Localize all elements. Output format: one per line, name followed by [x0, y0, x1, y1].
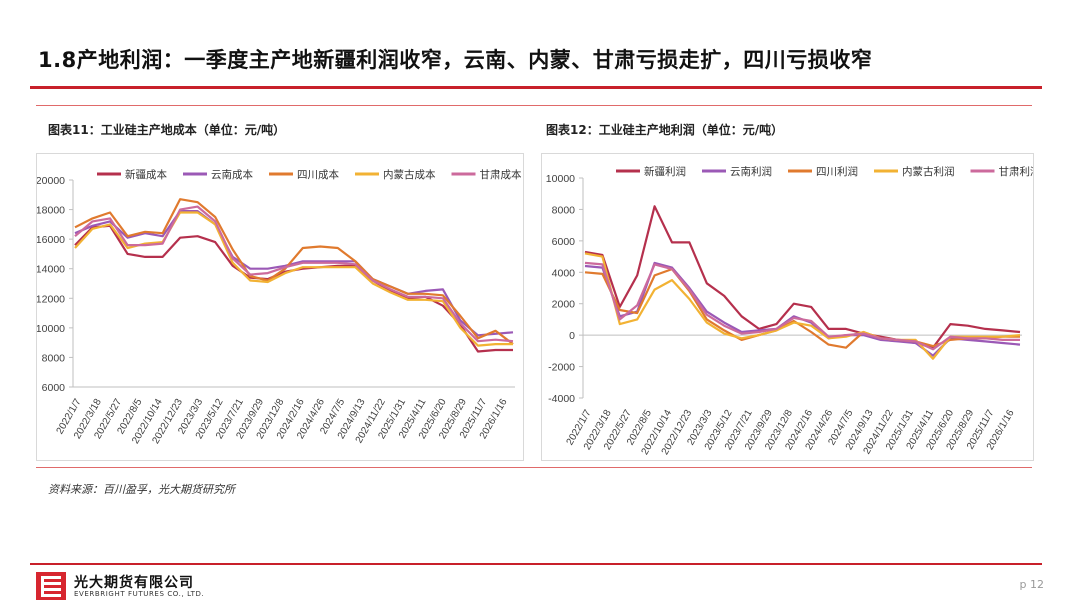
cost-chart-frame: 6000 8000 10000 12000 14000 16000 18000 20000 20… — [36, 153, 524, 461]
legend-label: 内蒙古成本 — [383, 168, 436, 181]
legend-label: 新疆利润 — [644, 165, 686, 178]
page-number: p 12 — [1019, 578, 1044, 591]
chart-caption-left: 图表11：工业硅主产地成本（单位：元/吨） — [48, 123, 286, 137]
cost-chart: 6000800010000120001400016000180002000020… — [37, 168, 522, 446]
legend-label: 甘肃成本 — [480, 168, 522, 181]
y-tick-label: 8000 — [552, 204, 576, 216]
title-divider — [30, 86, 1042, 89]
legend-label: 云南利润 — [730, 165, 772, 178]
y-tick-label: 8000 — [42, 352, 66, 364]
series-line-新疆利润 — [584, 205, 1021, 349]
y-tick-label: 4000 — [552, 267, 576, 279]
legend-label: 四川利润 — [816, 165, 858, 178]
series-line-云南成本 — [74, 209, 514, 337]
legend-label: 甘肃利润 — [999, 165, 1034, 178]
slide-title: 1.8产地利润：一季度主产地新疆利润收窄，云南、内蒙、甘肃亏损走扩，四川亏损收窄 — [38, 48, 873, 72]
y-tick-label: 14000 — [37, 264, 65, 276]
series-line-内蒙古成本 — [74, 211, 513, 347]
legend-label: 内蒙古利润 — [902, 165, 955, 178]
profit-chart-frame: -4000 -2000 0 2000 4000 6000 8000 10000 2022/1/7… — [541, 153, 1034, 461]
series-line-甘肃成本 — [74, 205, 514, 343]
section-divider-bottom — [36, 467, 1032, 468]
y-tick-label: 6000 — [552, 236, 576, 248]
company-logo: 光大期货有限公司 EVERBRIGHT FUTURES CO., LTD. — [36, 571, 216, 603]
y-tick-label: -2000 — [548, 362, 575, 374]
y-tick-label: 0 — [569, 330, 575, 342]
logo-name-en: EVERBRIGHT FUTURES CO., LTD. — [74, 590, 205, 598]
series-line-甘肃利润 — [584, 261, 1020, 351]
section-divider-top — [36, 105, 1032, 106]
y-tick-label: 16000 — [37, 234, 65, 246]
everbright-logo-icon — [36, 572, 66, 600]
y-tick-label: 2000 — [552, 299, 576, 311]
y-tick-label: 20000 — [37, 175, 65, 187]
source-note: 资料来源：百川盈孚，光大期货研究所 — [48, 483, 235, 496]
logo-name-cn: 光大期货有限公司 — [74, 575, 194, 591]
footer-divider — [30, 563, 1042, 565]
legend-label: 四川成本 — [297, 168, 339, 181]
series-line-四川成本 — [74, 198, 514, 345]
series-line-内蒙古利润 — [584, 252, 1021, 360]
y-tick-label: -4000 — [548, 393, 575, 405]
chart-caption-right: 图表12：工业硅主产地利润（单位：元/吨） — [546, 123, 784, 137]
legend-label: 云南成本 — [211, 168, 253, 181]
y-tick-label: 10000 — [37, 323, 65, 335]
y-tick-label: 10000 — [546, 173, 575, 185]
y-tick-label: 12000 — [37, 293, 65, 305]
legend-label: 新疆成本 — [125, 168, 167, 181]
y-tick-label: 18000 — [37, 205, 65, 217]
profit-chart: -4000-200002000400060008000100002022/1/7… — [546, 165, 1034, 457]
y-tick-label: 6000 — [42, 382, 66, 394]
